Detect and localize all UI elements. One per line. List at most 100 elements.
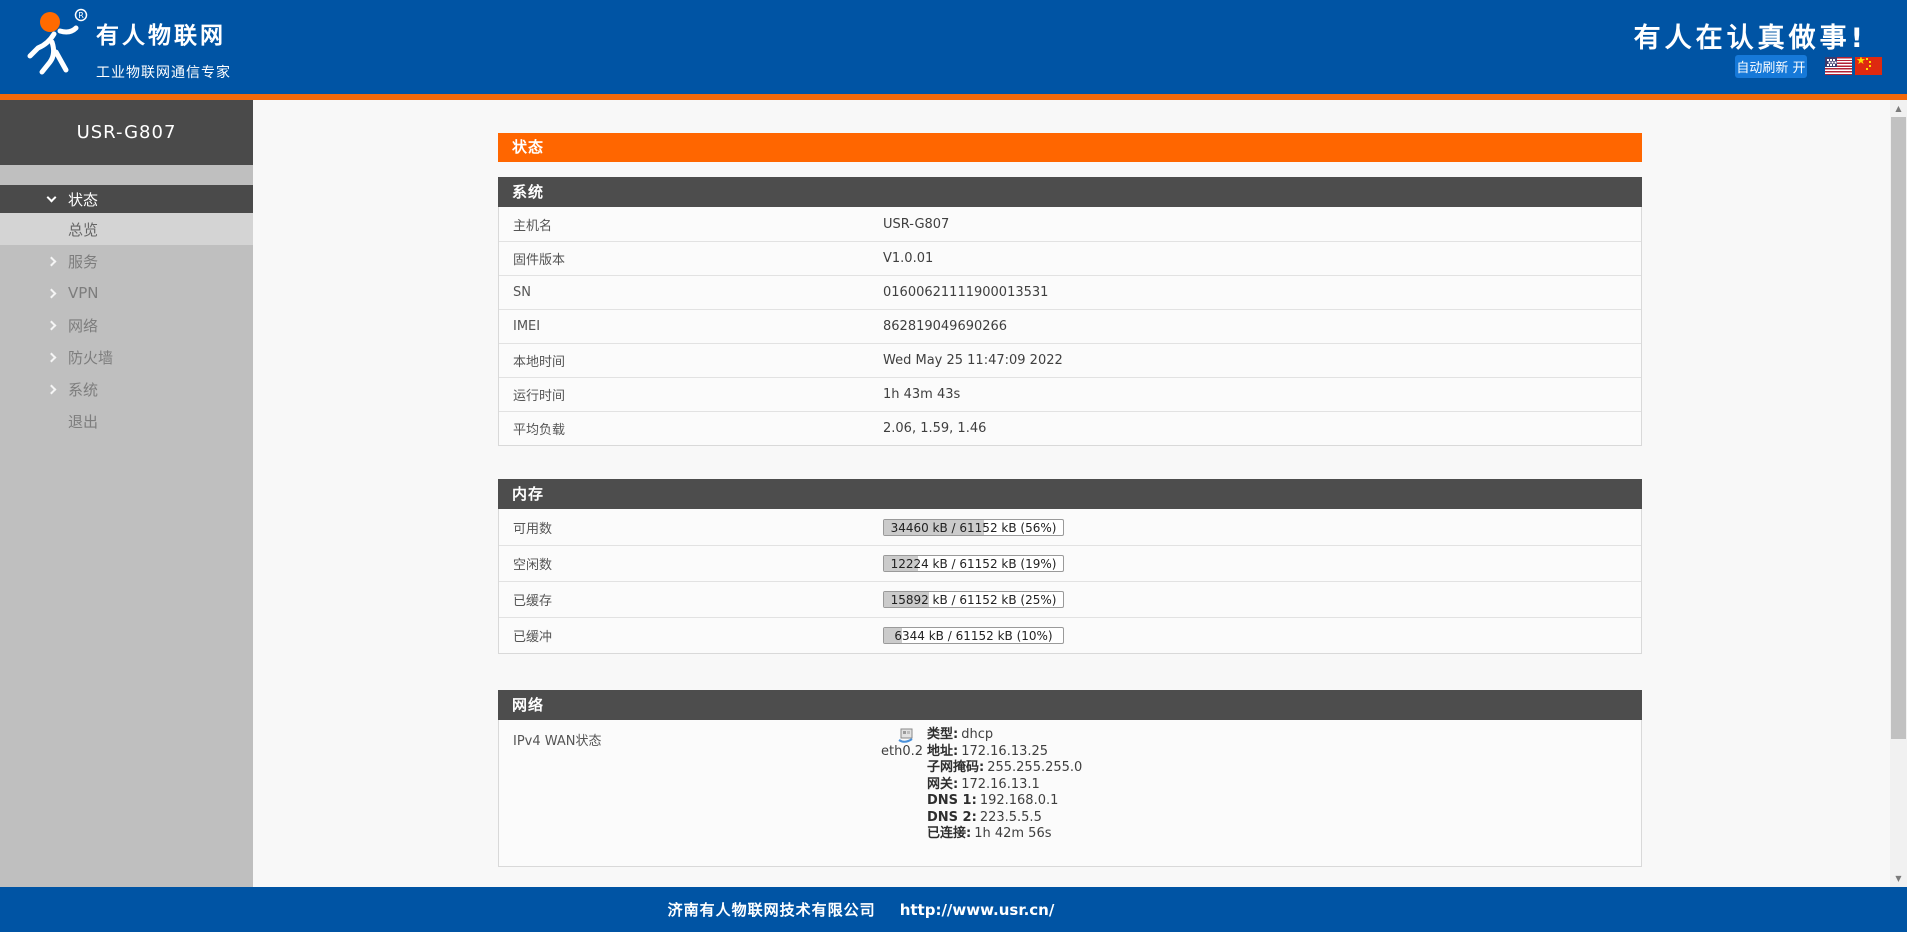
section-memory-header: 内存 [498, 479, 1642, 509]
scrollbar-thumb[interactable] [1891, 117, 1906, 739]
row-label: 已缓冲 [513, 630, 553, 645]
chevron-right-icon [46, 288, 68, 298]
network-table: IPv4 WAN状态 eth0.2 类型: dhc [498, 720, 1642, 867]
sidebar-item-label: 防火墙 [68, 348, 114, 367]
auto-refresh-toggle-button[interactable]: 自动刷新 开 [1735, 55, 1807, 78]
interface-name: eth0.2 [880, 744, 923, 759]
table-row: 已缓冲 6344 kB / 61152 kB (10%) [499, 617, 1641, 653]
memory-usage-bar: 6344 kB / 61152 kB (10%) [883, 627, 1064, 644]
sidebar-item-overview[interactable]: 总览 [0, 213, 253, 245]
table-row: 平均负载 2.06, 1.59, 1.46 [499, 411, 1641, 445]
brand-tagline: 工业物联网通信专家 [96, 65, 231, 81]
memory-bar-fill [884, 628, 902, 643]
sidebar-item-network[interactable]: 网络 [0, 309, 253, 341]
main-content: 状态 系统 主机名 USR-G807 固件版本 V1.0.01 SN 01600… [253, 100, 1890, 887]
top-header: R 有人物联网 工业物联网通信专家 有人在认真做事! 自动刷新 开 ★ [0, 0, 1907, 94]
scroll-down-icon[interactable]: ▼ [1895, 874, 1902, 883]
brand-slogan: 有人在认真做事! [1633, 23, 1867, 54]
scroll-up-icon[interactable]: ▲ [1895, 104, 1902, 113]
brand-logo-icon: R [26, 8, 88, 78]
row-label: IPv4 WAN状态 [513, 734, 602, 749]
sidebar-item-services[interactable]: 服务 [0, 245, 253, 277]
section-memory: 内存 可用数 34460 kB / 61152 kB (56%) 空闲数 [498, 479, 1642, 654]
chevron-down-icon [46, 192, 68, 203]
content-panel: 状态 系统 主机名 USR-G807 固件版本 V1.0.01 SN 01600… [498, 133, 1642, 867]
table-row: 主机名 USR-G807 [499, 207, 1641, 241]
table-row: 可用数 34460 kB / 61152 kB (56%) [499, 509, 1641, 545]
brand-title: 有人物联网 [96, 23, 226, 49]
us-flag-stars [1827, 59, 1829, 61]
chevron-right-icon [46, 384, 68, 394]
memory-bar-text: 12224 kB / 61152 kB (19%) [890, 557, 1057, 571]
detail-line: 子网掩码: 255.255.255.0 [927, 760, 1083, 775]
table-row: 空闲数 12224 kB / 61152 kB (19%) [499, 545, 1641, 581]
detail-line: 类型: dhcp [927, 727, 994, 742]
cn-flag-icon[interactable]: ★ [1855, 57, 1882, 75]
memory-usage-bar: 34460 kB / 61152 kB (56%) [883, 518, 1064, 536]
wan-details: 类型: dhcp 地址: 172.16.13.25 子网掩码: 255.255.255… [927, 727, 1082, 843]
table-row: IMEI 862819049690266 [499, 309, 1641, 343]
row-label: 可用数 [513, 521, 553, 537]
table-row: 运行时间 1h 43m 43s [499, 377, 1641, 411]
sidebar-item-firewall[interactable]: 防火墙 [0, 341, 253, 373]
cn-flag-small-stars [1866, 58, 1868, 60]
memory-bar-text: 34460 kB / 61152 kB (56%) [890, 520, 1057, 535]
memory-table: 可用数 34460 kB / 61152 kB (56%) 空闲数 12224 … [498, 509, 1642, 654]
row-label: 固件版本 [513, 253, 566, 268]
row-label: 已缓存 [513, 594, 553, 609]
cn-flag-big-star: ★ [1856, 57, 1866, 67]
system-table: 主机名 USR-G807 固件版本 V1.0.01 SN 01600621111… [498, 207, 1642, 446]
row-label: 运行时间 [513, 389, 566, 404]
detail-line: 已连接: 1h 42m 56s [927, 826, 1052, 841]
row-value: 1h 43m 43s [883, 387, 961, 402]
interface-column: eth0.2 [880, 727, 923, 843]
sidebar-item-vpn[interactable]: VPN [0, 277, 253, 309]
table-row: 已缓存 15892 kB / 61152 kB (25%) [499, 581, 1641, 617]
table-row: 本地时间 Wed May 25 11:47:09 2022 [499, 343, 1641, 377]
sidebar-item-label: VPN [68, 284, 99, 302]
sidebar-item-status[interactable]: 状态 [0, 185, 253, 213]
svg-text:R: R [78, 11, 84, 20]
memory-bar-fill [884, 556, 918, 571]
table-row: SN 01600621111900013531 [499, 275, 1641, 309]
section-network: 网络 IPv4 WAN状态 eth0.2 [498, 690, 1642, 867]
vertical-scrollbar[interactable]: ▲ ▼ [1890, 100, 1907, 887]
chevron-right-icon [46, 352, 68, 362]
row-value: Wed May 25 11:47:09 2022 [883, 353, 1063, 368]
row-value: 2.06, 1.59, 1.46 [883, 421, 987, 436]
row-value: 34460 kB / 61152 kB (56%) [875, 518, 1064, 536]
chevron-right-icon [46, 320, 68, 330]
sidebar-item-label: 状态 [68, 190, 99, 209]
header-accent-strip [0, 94, 1907, 100]
device-title: USR-G807 [0, 100, 253, 165]
footer: 济南有人物联网技术有限公司 http://www.usr.cn/ [0, 887, 1907, 932]
memory-bar-text: 15892 kB / 61152 kB (25%) [890, 593, 1057, 607]
sidebar-item-label: 系统 [68, 380, 99, 399]
row-value: 15892 kB / 61152 kB (25%) [875, 591, 1064, 608]
chevron-right-icon [46, 256, 68, 266]
brand-block: 有人物联网 工业物联网通信专家 [96, 16, 231, 82]
section-network-header: 网络 [498, 690, 1642, 720]
row-value: USR-G807 [883, 216, 950, 232]
detail-line: 网关: 172.16.13.1 [927, 776, 1040, 792]
row-label: IMEI [513, 319, 541, 334]
row-label: 平均负载 [513, 423, 566, 438]
us-flag-icon[interactable] [1825, 57, 1852, 75]
table-row: IPv4 WAN状态 eth0.2 类型: dhc [499, 720, 1641, 866]
row-value: 12224 kB / 61152 kB (19%) [875, 555, 1064, 572]
sidebar-item-system[interactable]: 系统 [0, 373, 253, 405]
us-flag-canton [1825, 57, 1837, 67]
sidebar-item-logout[interactable]: 退出 [0, 405, 253, 437]
section-system-header: 系统 [498, 177, 1642, 207]
sidebar-item-label: 服务 [68, 252, 99, 271]
ethernet-interface-icon [898, 728, 913, 743]
row-value: 6344 kB / 61152 kB (10%) [875, 627, 1064, 644]
row-value: 862819049690266 [883, 319, 1008, 334]
row-label: 空闲数 [513, 558, 553, 573]
row-label: 主机名 [513, 218, 553, 234]
footer-website-link[interactable]: http://www.usr.cn/ [899, 900, 1055, 919]
row-value: V1.0.01 [883, 251, 934, 266]
sidebar: USR-G807 状态 总览 服务 VPN 网络 防火墙 系统 [0, 100, 253, 887]
row-value: 01600621111900013531 [883, 285, 1049, 300]
footer-company: 济南有人物联网技术有限公司 [667, 901, 876, 919]
